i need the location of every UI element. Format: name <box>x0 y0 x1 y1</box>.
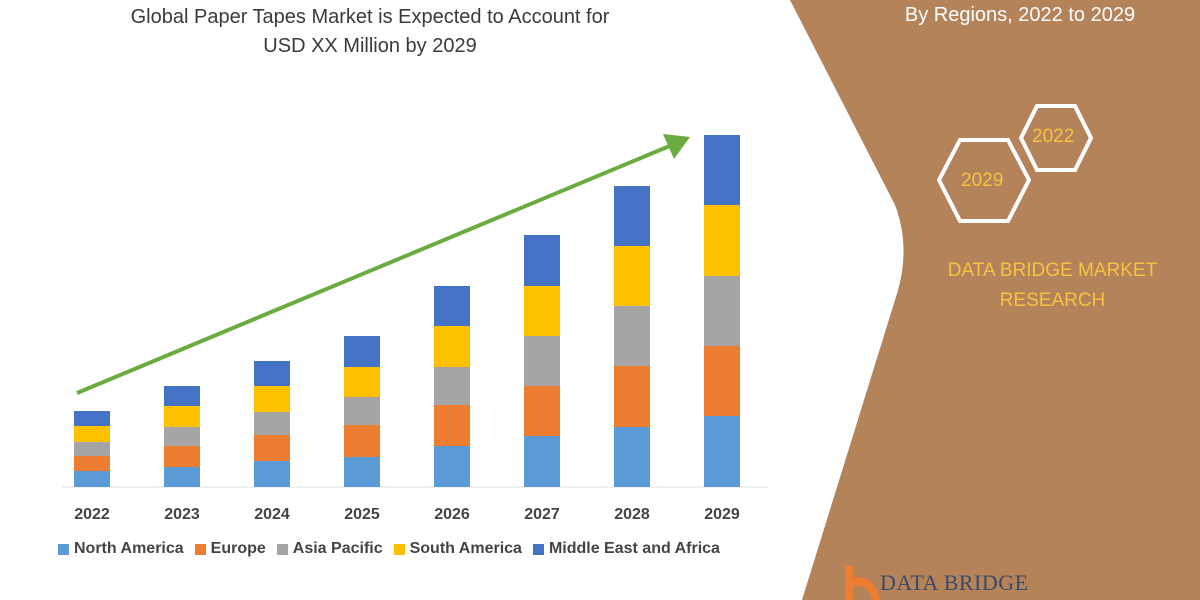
x-tick-label: 2026 <box>434 506 470 523</box>
legend-label: Europe <box>210 540 266 557</box>
bar-segment-middle-east-and-africa-2027 <box>524 235 560 286</box>
bar-segment-asia-pacific-2025 <box>344 397 380 425</box>
bar-segment-north-america-2023 <box>164 467 200 487</box>
bar-segment-north-america-2022 <box>74 471 110 487</box>
x-tick-label: 2029 <box>704 506 740 523</box>
bar-segment-south-america-2024 <box>254 386 290 412</box>
bar-segment-south-america-2025 <box>344 367 380 397</box>
legend-swatch <box>58 543 69 555</box>
bar-segment-europe-2025 <box>344 425 380 457</box>
logo-text: DATA BRIDGE <box>880 570 1029 595</box>
bar-segment-middle-east-and-africa-2023 <box>164 386 200 406</box>
bar-segment-asia-pacific-2028 <box>614 306 650 366</box>
bar-segment-europe-2023 <box>164 446 200 467</box>
legend-item: North America <box>58 540 184 558</box>
bar-segment-north-america-2025 <box>344 457 380 487</box>
legend-item: Middle East and Africa <box>532 540 720 558</box>
x-tick-label: 2027 <box>524 506 560 523</box>
bar-segment-asia-pacific-2022 <box>74 442 110 456</box>
bar-segment-europe-2026 <box>434 405 470 446</box>
bar-segment-asia-pacific-2023 <box>164 427 200 446</box>
hexagon-label-2029: 2029 <box>961 170 1004 191</box>
x-tick-label: 2024 <box>254 506 290 523</box>
legend-item: Asia Pacific <box>276 540 383 558</box>
bar-segment-north-america-2024 <box>254 461 290 487</box>
brown-panel <box>790 0 1200 600</box>
bar-segment-south-america-2022 <box>74 426 110 442</box>
logo-icon <box>845 566 880 600</box>
bar-segment-europe-2024 <box>254 435 290 461</box>
bar-segment-asia-pacific-2024 <box>254 412 290 435</box>
legend-label: North America <box>74 540 184 557</box>
bar-segment-south-america-2028 <box>614 246 650 306</box>
legend-label: Asia Pacific <box>292 540 383 557</box>
brand-text: DATA BRIDGE MARKET RESEARCH <box>947 260 1158 311</box>
bar-segment-middle-east-and-africa-2025 <box>344 336 380 367</box>
bar-segment-middle-east-and-africa-2026 <box>434 286 470 326</box>
bar-segment-north-america-2026 <box>434 446 470 487</box>
bar-segment-north-america-2027 <box>524 436 560 487</box>
legend-item: Europe <box>194 540 266 558</box>
hexagon-label-2022: 2022 <box>1032 126 1075 147</box>
hexagon-2022 <box>1018 104 1094 172</box>
legend-swatch <box>393 543 405 555</box>
legend-swatch <box>532 543 544 555</box>
subtitle: By Regions, 2022 to 2029 <box>904 4 1136 26</box>
legend-label: Middle East and Africa <box>548 540 720 557</box>
bar-segment-south-america-2023 <box>164 406 200 427</box>
bar-segment-south-america-2026 <box>434 326 470 367</box>
x-tick-label: 2025 <box>344 506 380 523</box>
bar-segment-europe-2022 <box>74 456 110 471</box>
legend-swatch <box>276 543 288 555</box>
bar-segment-north-america-2028 <box>614 427 650 487</box>
bar-segment-asia-pacific-2029 <box>704 276 740 346</box>
x-tick-label: 2022 <box>74 506 110 523</box>
bar-segment-europe-2028 <box>614 366 650 427</box>
bar-segment-north-america-2029 <box>704 416 740 487</box>
bar-segment-asia-pacific-2026 <box>434 367 470 405</box>
bar-segment-south-america-2027 <box>524 286 560 336</box>
bar-segment-south-america-2029 <box>704 205 740 276</box>
bar-segment-middle-east-and-africa-2022 <box>74 411 110 426</box>
chart-title-line2: USD XX Million by 2029 <box>263 35 477 57</box>
bar-segment-middle-east-and-africa-2024 <box>254 361 290 386</box>
hexagon-2029 <box>936 138 1032 223</box>
bar-segment-europe-2027 <box>524 386 560 436</box>
legend-swatch <box>194 543 206 555</box>
x-tick-label: 2028 <box>614 506 650 523</box>
trend-arrow <box>76 134 690 395</box>
chart-title-line1: Global Paper Tapes Market is Expected to… <box>130 6 610 28</box>
legend-label: South America <box>409 540 522 557</box>
bar-segment-middle-east-and-africa-2028 <box>614 186 650 246</box>
legend-item: South America <box>393 540 522 558</box>
bar-segment-europe-2029 <box>704 346 740 416</box>
bar-segment-asia-pacific-2027 <box>524 336 560 386</box>
x-tick-label: 2023 <box>164 506 200 523</box>
bar-segment-middle-east-and-africa-2029 <box>704 135 740 205</box>
legend: North America Europe Asia Pacific South … <box>58 540 720 558</box>
